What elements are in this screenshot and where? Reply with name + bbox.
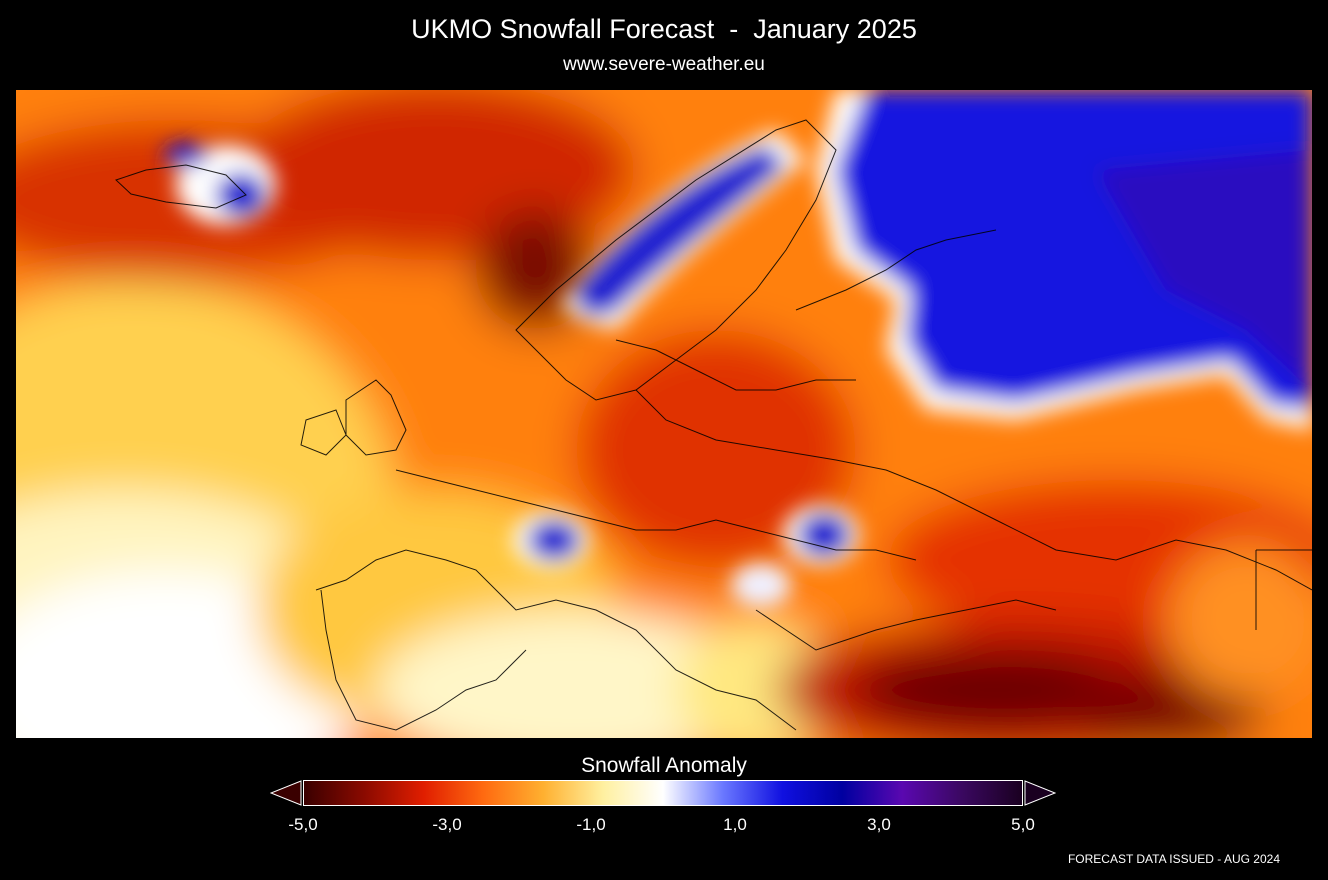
colorbar-tick-label: 1,0 [723, 815, 747, 834]
colorbar-min-arrow [270, 780, 302, 806]
colorbar-tick-label: 5,0 [1011, 815, 1035, 834]
forecast-issue-note: FORECAST DATA ISSUED - AUG 2024 [1067, 852, 1280, 866]
colorbar-tick-label: -5,0 [288, 815, 318, 834]
colorbar-tick-label: 3,0 [867, 815, 891, 834]
source-url: www.severe-weather.eu [563, 54, 765, 75]
legend-title: Snowfall Anomaly [581, 754, 747, 777]
colorbar-tick-label: -3,0 [432, 815, 462, 834]
colorbar [303, 780, 1023, 806]
coastlines [115, 119, 1312, 731]
colorbar-tick-label: -1,0 [576, 815, 606, 834]
chart-title: UKMO Snowfall Forecast - January 2025 [411, 14, 917, 44]
snowfall-anomaly-map [16, 90, 1312, 738]
colorbar-max-arrow [1024, 780, 1056, 806]
surplus-regions [164, 90, 1312, 607]
